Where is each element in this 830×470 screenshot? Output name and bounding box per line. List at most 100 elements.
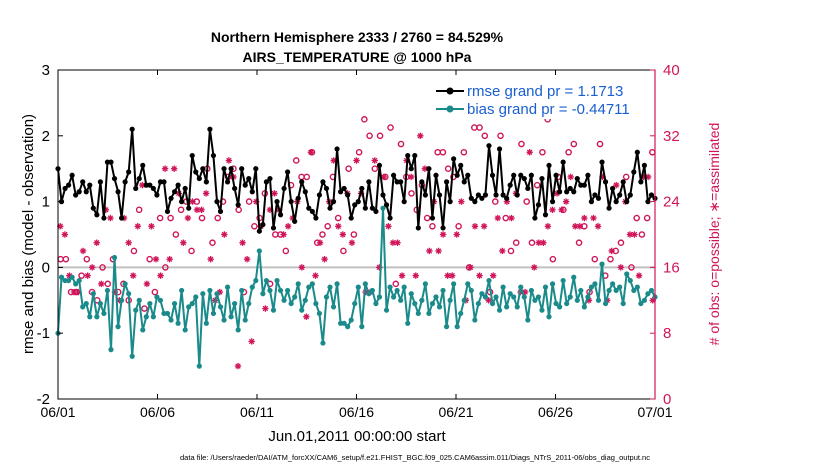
bias-series-point — [101, 310, 107, 317]
obs-possible-marker — [340, 247, 347, 255]
obs-assimilated-marker — [321, 255, 328, 263]
legend: rmse grand pr = 1.1713 bias grand pr = -… — [432, 80, 647, 119]
rmse-series-point — [179, 199, 185, 205]
bias-series-point — [58, 274, 65, 280]
bias-series-point — [542, 284, 549, 290]
x-tick-label: 06/11 — [240, 404, 274, 420]
rmse-series-point — [345, 192, 351, 198]
obs-assimilated-marker — [180, 239, 187, 246]
legend-rmse-label: rmse grand pr = 1.1713 — [467, 83, 623, 100]
rmse-series-point — [546, 162, 552, 169]
rmse-series-point — [210, 152, 217, 159]
bias-series-point — [186, 304, 192, 310]
bias-series-point — [507, 291, 513, 297]
bias-series-point — [179, 287, 185, 294]
obs-assimilated-stroke — [590, 215, 597, 221]
obs-assimilated-stroke — [490, 272, 496, 279]
bias-series-point — [511, 294, 517, 300]
bias-series-point — [387, 284, 393, 290]
x-tick-label: 06/21 — [438, 404, 473, 420]
bias-series-point — [345, 324, 351, 330]
rmse-series-point — [387, 215, 393, 221]
bias-series-point — [295, 281, 301, 287]
bias-series-point — [504, 304, 510, 310]
obs-assimilated-stroke — [444, 272, 451, 279]
bias-series-point — [599, 261, 605, 267]
rmse-series-point — [147, 182, 153, 188]
obs-assimilated-stroke — [426, 248, 433, 254]
obs-possible-marker — [523, 198, 530, 205]
bias-series-point — [549, 281, 556, 287]
rmse-series-point — [436, 192, 443, 198]
rmse-series-point — [426, 166, 432, 172]
bias-series-point — [327, 284, 333, 290]
bias-series-point — [454, 324, 460, 330]
bias-series-point — [581, 304, 587, 310]
obs-assimilated-marker — [371, 157, 378, 164]
rmse-series-point — [253, 166, 259, 172]
bias-series-point — [500, 284, 506, 290]
rmse-series-point — [101, 215, 107, 221]
obs-assimilated-stroke — [130, 272, 136, 279]
rmse-series-point — [263, 179, 270, 185]
bias-series-point — [564, 300, 570, 307]
bias-series-point — [610, 281, 616, 287]
rmse-series-point — [595, 195, 602, 201]
rmse-series-point — [390, 172, 397, 178]
obs-possible-marker — [361, 116, 368, 123]
bias-series-point — [277, 287, 284, 294]
rmse-series-point — [581, 182, 587, 188]
obs-assimilated-marker — [234, 362, 242, 370]
rmse-series-point — [514, 192, 520, 198]
obs-assimilated-stroke — [449, 272, 455, 279]
rmse-series-point — [341, 185, 347, 192]
bias-series-point — [521, 294, 527, 300]
bias-series-point — [641, 297, 648, 303]
rmse-series-point — [440, 225, 446, 231]
obs-assimilated-marker — [166, 255, 173, 263]
rmse-series-point — [383, 202, 390, 208]
obs-assimilated-stroke — [153, 256, 159, 262]
bias-series-point — [475, 300, 481, 307]
bias-series-point — [274, 277, 280, 284]
obs-assimilated-marker — [189, 198, 196, 205]
obs-possible-marker — [355, 148, 363, 156]
obs-possible-marker — [643, 214, 651, 222]
rmse-series-point — [94, 212, 100, 218]
chart-title-line1: Northern Hemisphere 2333 / 2760 = 84.529… — [211, 29, 504, 45]
obs-assimilated-marker — [129, 272, 137, 279]
obs-possible-marker — [245, 198, 253, 205]
chart-title-line2: AIRS_TEMPERATURE @ 1000 hPa — [243, 49, 472, 65]
bias-series-point — [429, 300, 436, 307]
obs-assimilated-stroke — [495, 215, 501, 221]
rmse-series-point — [542, 212, 549, 218]
x-tick-label: 06/26 — [538, 404, 573, 420]
bias-series-point — [221, 317, 227, 323]
rmse-series-point — [154, 192, 160, 198]
bias-series-point — [535, 294, 542, 300]
obs-assimilated-stroke — [508, 215, 515, 221]
obs-assimilated-stroke — [549, 207, 556, 213]
obs-assimilated-marker — [152, 255, 160, 263]
rmse-series-point — [443, 179, 450, 185]
rmse-series-point — [433, 172, 439, 178]
rmse-series-point — [486, 143, 492, 149]
obs-assimilated-stroke — [62, 231, 68, 238]
obs-possible-marker — [78, 272, 85, 279]
obs-assimilated-stroke — [399, 272, 405, 279]
rmse-series-point — [97, 179, 103, 185]
obs-possible-marker — [319, 231, 326, 238]
obs-assimilated-marker — [540, 239, 547, 246]
rmse-series-point — [422, 192, 428, 198]
bias-series-point — [207, 287, 213, 294]
rmse-series-point — [518, 172, 524, 178]
obs-assimilated-stroke — [440, 231, 446, 238]
bias-series-point — [228, 314, 234, 320]
obs-assimilated-marker — [631, 231, 638, 238]
rmse-series-point — [567, 185, 573, 192]
rmse-series-point — [90, 205, 96, 211]
obs-assimilated-stroke — [636, 272, 642, 279]
obs-assimilated-marker — [476, 272, 483, 279]
obs-assimilated-marker — [426, 247, 433, 255]
